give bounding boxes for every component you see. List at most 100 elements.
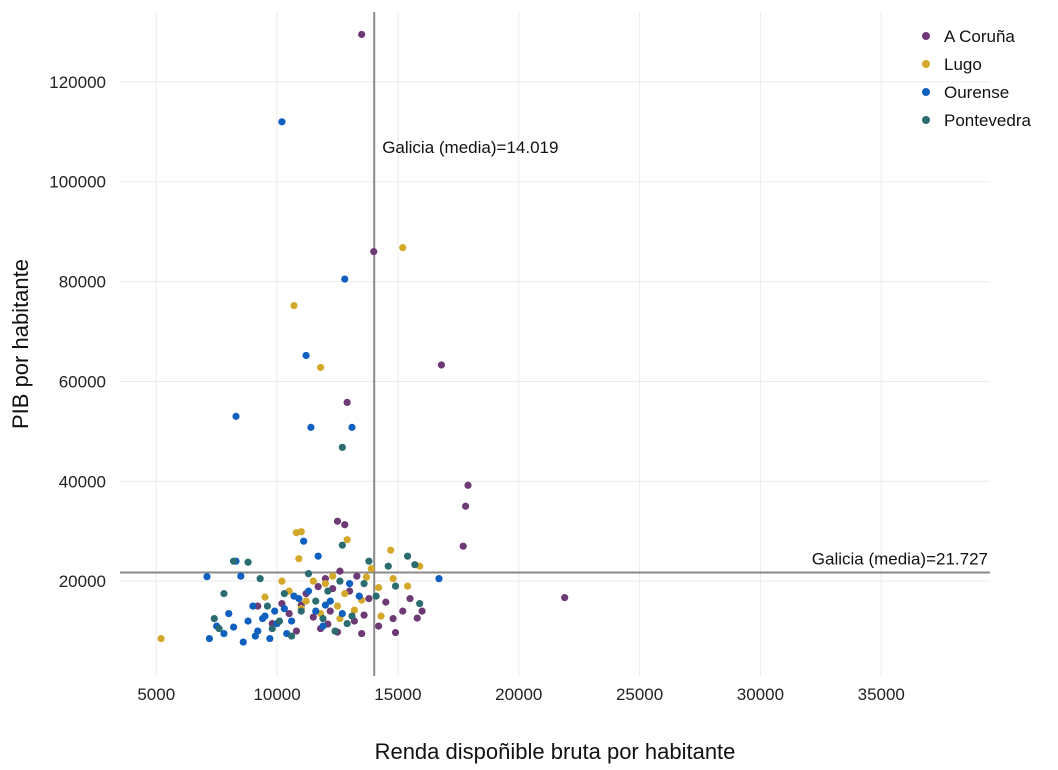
data-point xyxy=(355,592,363,600)
legend-marker xyxy=(922,88,930,96)
legend-item: Ourense xyxy=(922,83,1009,102)
data-point xyxy=(275,617,284,625)
data-point xyxy=(268,624,276,633)
data-point xyxy=(382,598,390,606)
y-tick-label: 100000 xyxy=(49,173,106,192)
data-point xyxy=(244,558,252,566)
data-point xyxy=(278,118,286,126)
data-point xyxy=(435,575,443,583)
data-point xyxy=(343,398,351,407)
data-point xyxy=(304,587,313,595)
data-point xyxy=(341,590,349,598)
data-point xyxy=(326,597,334,605)
y-axis-title: PIB por habitante xyxy=(8,259,33,429)
data-point xyxy=(256,575,264,583)
data-point xyxy=(312,597,320,605)
data-point xyxy=(220,590,228,598)
data-point xyxy=(338,541,346,549)
data-point xyxy=(314,583,322,591)
reference-lines xyxy=(120,12,990,676)
data-point xyxy=(403,552,412,560)
data-point xyxy=(350,606,359,614)
data-point xyxy=(258,614,267,623)
data-point xyxy=(348,612,356,620)
data-point xyxy=(374,584,383,592)
data-point xyxy=(244,617,252,625)
legend-label: Ourense xyxy=(944,83,1009,102)
data-point xyxy=(343,619,351,628)
data-point xyxy=(387,546,395,554)
y-tick-label: 20000 xyxy=(59,572,106,591)
x-tick-label: 10000 xyxy=(253,685,300,704)
legend-item: A Coruña xyxy=(922,27,1015,46)
data-point xyxy=(251,632,259,640)
data-point xyxy=(232,412,240,420)
legend: A Coruña Lugo Ourense Pontevedra xyxy=(922,27,1031,130)
series-points xyxy=(210,443,424,640)
x-tick-label: 35000 xyxy=(858,685,905,704)
series-points xyxy=(157,244,424,643)
x-tick-label: 25000 xyxy=(616,685,663,704)
data-point xyxy=(358,629,366,638)
data-point xyxy=(391,582,400,590)
data-point xyxy=(411,561,419,569)
legend-marker xyxy=(922,60,930,68)
data-point xyxy=(205,634,214,643)
data-point xyxy=(418,607,426,615)
data-point xyxy=(285,609,293,618)
data-point xyxy=(309,613,317,621)
data-point xyxy=(210,614,218,623)
data-point xyxy=(321,580,330,588)
x-tick-label: 15000 xyxy=(374,685,421,704)
data-point xyxy=(287,617,296,625)
data-point xyxy=(389,614,397,623)
data-point xyxy=(297,528,305,536)
series-points xyxy=(254,30,569,638)
legend-item: Pontevedra xyxy=(922,111,1031,130)
data-point xyxy=(345,580,354,588)
data-point xyxy=(389,575,397,583)
data-point xyxy=(365,595,373,603)
data-point xyxy=(297,607,305,615)
data-point xyxy=(353,572,361,580)
data-point xyxy=(406,595,414,603)
data-point xyxy=(416,600,424,608)
data-point xyxy=(399,244,407,252)
x-tick-label: 30000 xyxy=(737,685,784,704)
data-point xyxy=(365,557,373,565)
data-point xyxy=(319,622,327,630)
data-point xyxy=(215,624,223,633)
y-tick-label: 80000 xyxy=(59,273,106,292)
data-point xyxy=(312,607,320,615)
data-points xyxy=(157,30,569,646)
data-point xyxy=(348,423,356,431)
data-point xyxy=(302,597,310,605)
data-point xyxy=(343,536,351,544)
data-point xyxy=(384,562,392,570)
data-point xyxy=(370,248,378,256)
tick-labels: 5000 10000 15000 20000 25000 30000 35000 20000 4… xyxy=(49,73,905,704)
data-point xyxy=(266,634,274,643)
data-point xyxy=(333,517,342,525)
mean-x-label: Galicia (media)=14.019 xyxy=(382,138,558,157)
y-tick-label: 60000 xyxy=(59,372,106,391)
x-tick-label: 5000 xyxy=(137,685,175,704)
data-point xyxy=(341,275,349,283)
data-point xyxy=(403,582,412,590)
data-point xyxy=(324,587,332,595)
data-point xyxy=(316,363,325,372)
data-point xyxy=(360,611,368,619)
data-point xyxy=(360,580,368,588)
data-point xyxy=(336,577,344,585)
data-point xyxy=(157,634,165,643)
data-point xyxy=(300,537,308,545)
data-point xyxy=(341,521,349,529)
data-point xyxy=(263,602,272,610)
data-point xyxy=(459,542,467,550)
data-point xyxy=(307,423,315,431)
data-point xyxy=(391,628,400,637)
data-point xyxy=(229,623,238,631)
data-point xyxy=(314,552,322,560)
data-point xyxy=(229,557,238,565)
